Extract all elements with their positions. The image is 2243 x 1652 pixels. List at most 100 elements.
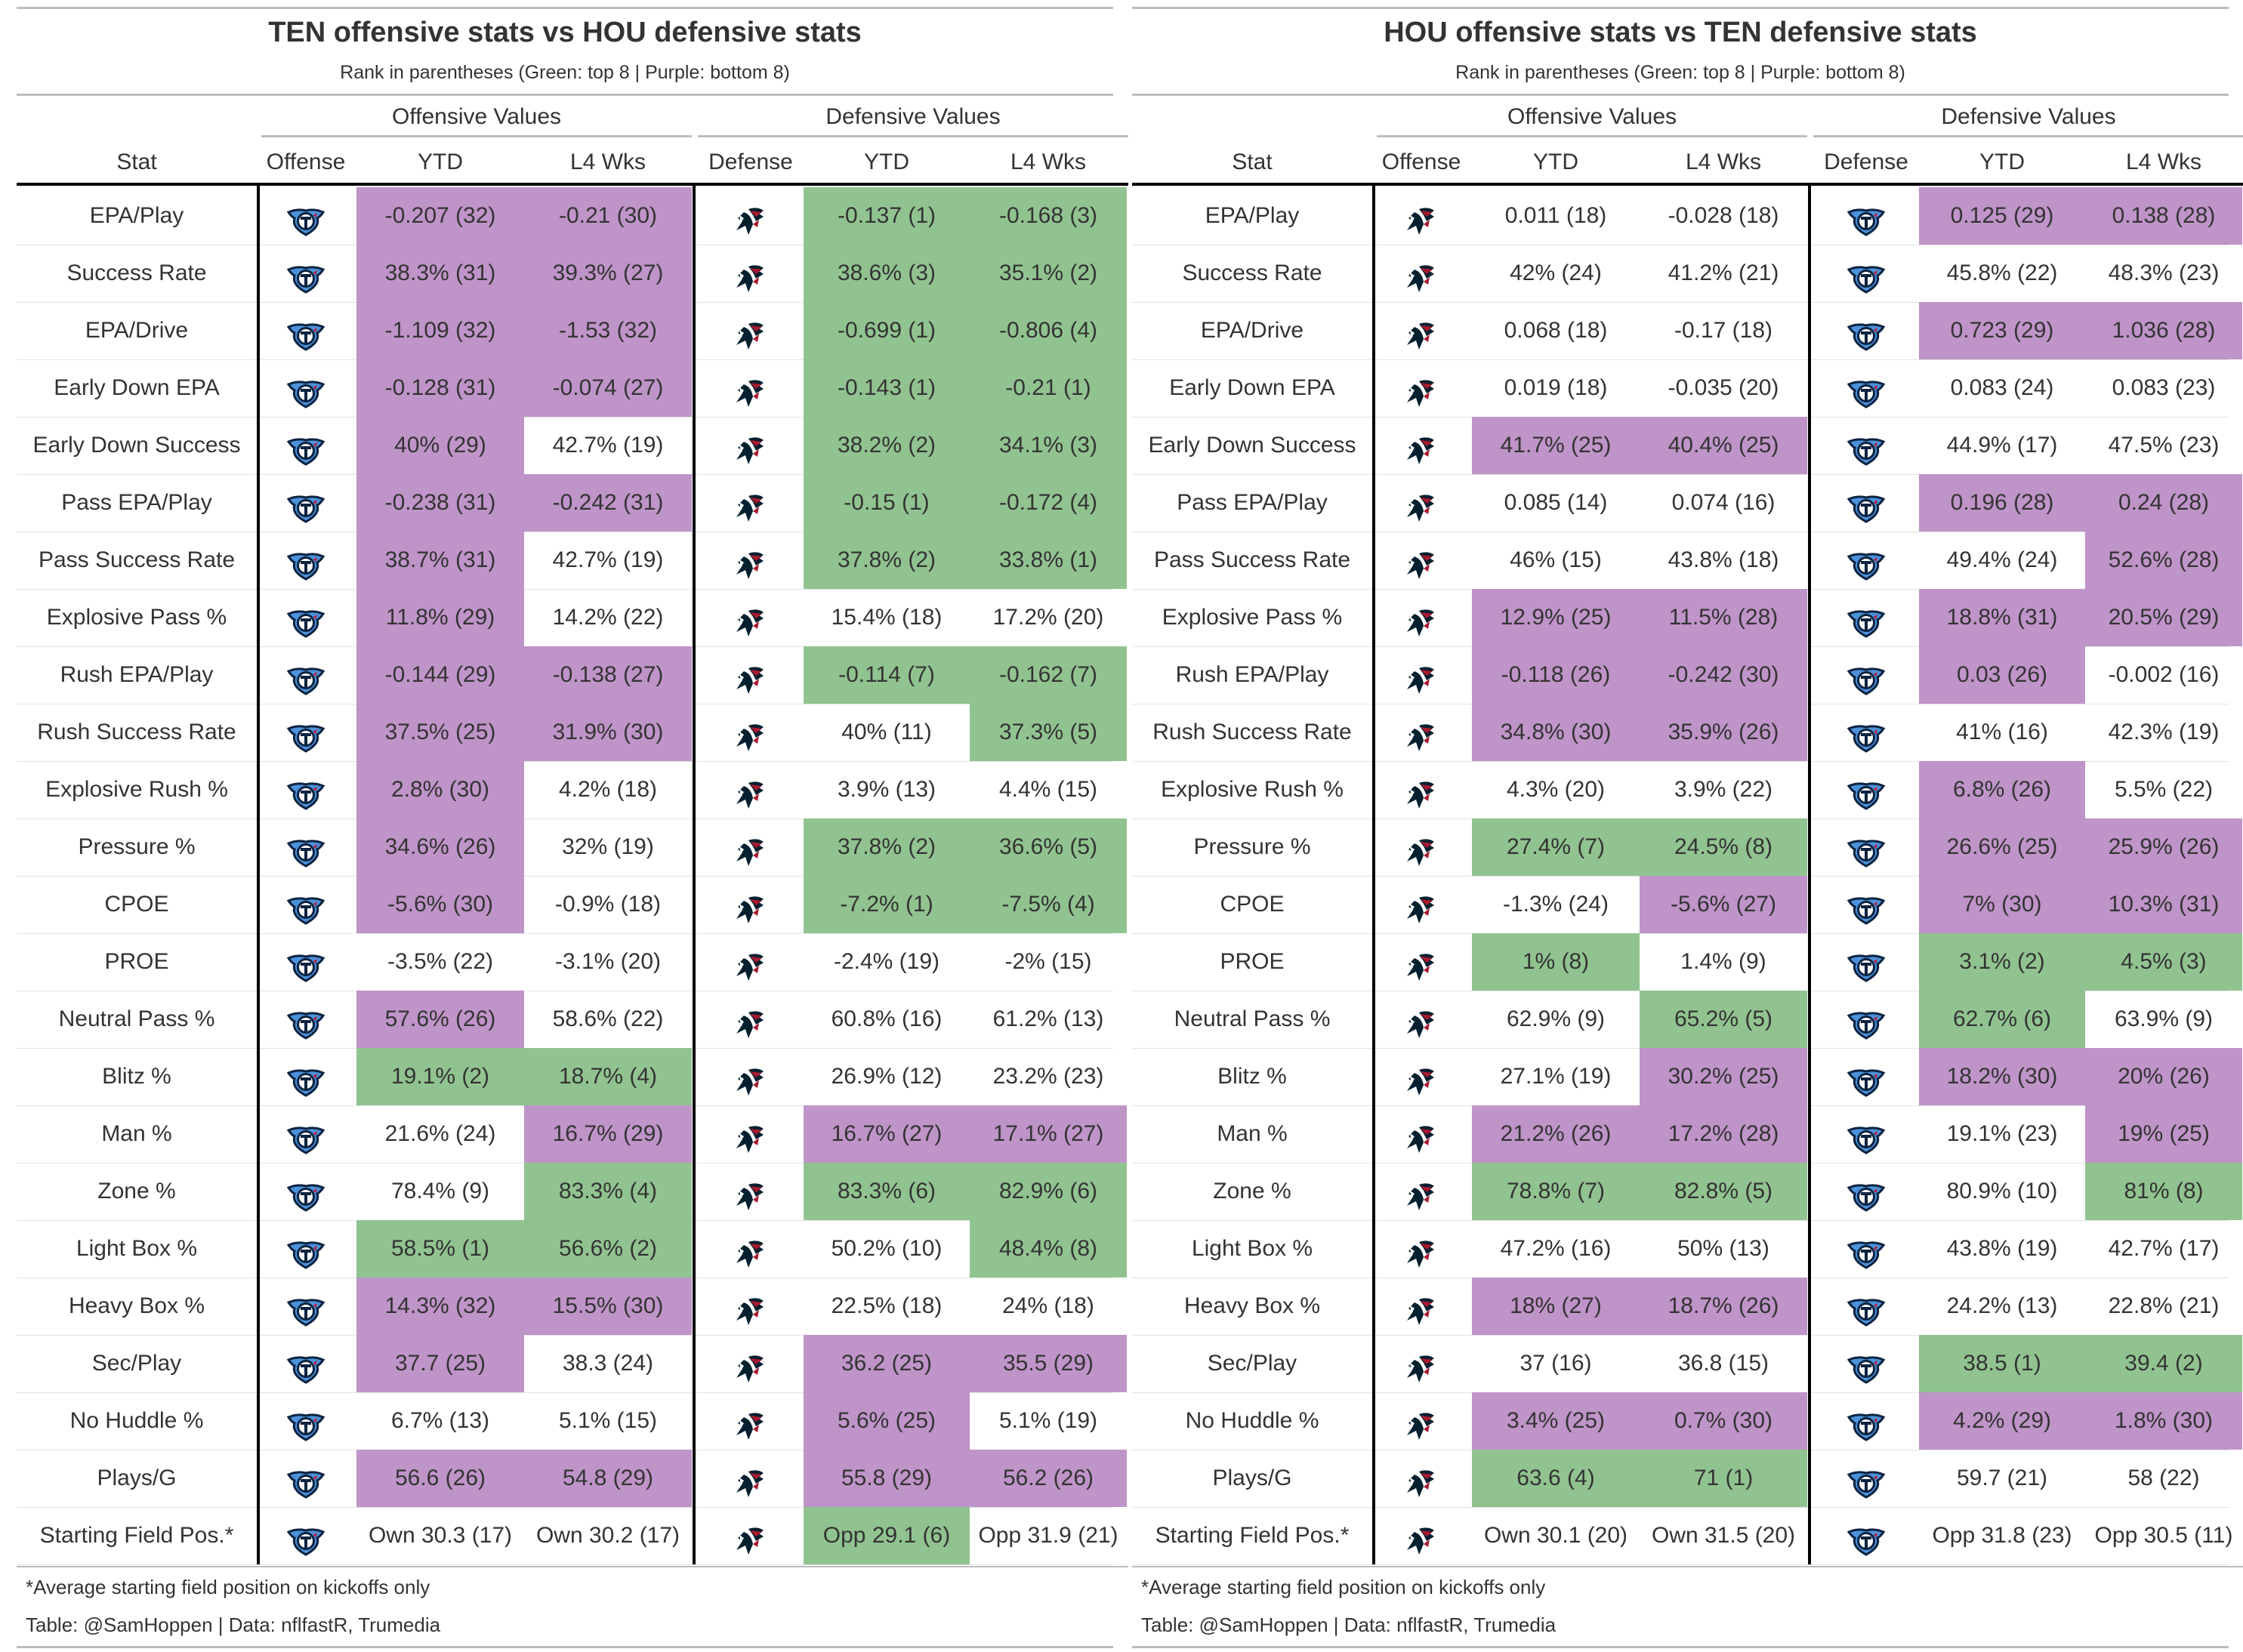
texans-logo-icon	[1402, 1062, 1437, 1119]
defense-team-cell	[698, 187, 804, 245]
offense-team-cell	[261, 818, 350, 876]
titans-logo-icon	[286, 545, 325, 603]
offense-ytd-value: -0.128 (31)	[356, 359, 524, 417]
defense-team-cell	[1813, 876, 1919, 933]
defense-team-cell	[698, 1507, 804, 1564]
stat-label: Zone %	[97, 1179, 176, 1204]
texans-logo-icon	[1402, 775, 1437, 832]
stat-label: Starting Field Pos.*	[1155, 1523, 1350, 1548]
defense-l4-value: 0.24 (28)	[2085, 474, 2242, 532]
titans-logo-icon	[286, 1062, 325, 1119]
offense-ytd-value: -1.109 (32)	[356, 302, 524, 359]
defense-ytd-value: 6.8% (26)	[1919, 761, 2085, 818]
defense-team-cell	[1813, 761, 1919, 818]
texans-logo-icon	[732, 1521, 767, 1578]
table-row: Pressure % 27.4% (7) 24.5% (8) 26.6% (25) 25…	[1132, 818, 2242, 877]
defense-team-cell	[1813, 1105, 1919, 1163]
defense-l4-value: 48.4% (8)	[970, 1220, 1127, 1278]
table-row: Rush EPA/Play -0.118 (26) -0.242 (30) 0.03 …	[1132, 646, 2229, 704]
texans-logo-icon	[732, 430, 767, 488]
defense-ytd-value: 80.9% (10)	[1946, 1179, 2058, 1204]
defense-team-cell	[1813, 818, 1919, 876]
bottom-rule	[17, 1646, 1113, 1648]
defense-ytd-value: 36.2 (25)	[804, 1335, 970, 1392]
defense-l4-value: -2% (15)	[1004, 949, 1092, 974]
offense-l4-value: -0.21 (30)	[524, 187, 692, 245]
offense-l4-value: 0.074 (16)	[1671, 490, 1776, 515]
defense-team-cell	[1813, 1048, 1919, 1105]
stat-label: EPA/Drive	[1200, 318, 1304, 343]
titans-logo-icon	[1847, 1521, 1886, 1578]
stat-label: Heavy Box %	[68, 1293, 205, 1318]
defense-ytd-value: 43.8% (19)	[1946, 1236, 2058, 1261]
titans-logo-icon	[1847, 1348, 1886, 1406]
texans-logo-icon	[1402, 1406, 1437, 1463]
defense-team-cell	[698, 876, 804, 933]
offense-l4-value: 14.2% (22)	[552, 605, 664, 630]
stat-label: Early Down Success	[1148, 433, 1356, 458]
defense-ytd-value: -0.143 (1)	[804, 359, 970, 417]
offense-ytd-value: Own 30.1 (20)	[1483, 1523, 1628, 1548]
header-rule	[1132, 183, 2243, 186]
offense-team-cell	[1377, 876, 1466, 933]
header-defense-ytd: YTD	[864, 149, 909, 174]
defense-team-cell	[698, 1335, 804, 1392]
header-offense-l4: L4 Wks	[569, 149, 646, 174]
offense-team-cell	[1377, 933, 1466, 991]
offense-team-cell	[261, 245, 350, 302]
texans-logo-icon	[1402, 947, 1437, 1004]
defense-ytd-value: Opp 29.1 (6)	[804, 1507, 970, 1564]
defense-team-cell	[698, 359, 804, 417]
table-row: Light Box % 47.2% (16) 50% (13) 43.8% (19) 4…	[1132, 1220, 2229, 1278]
title-rule	[17, 94, 1113, 96]
defense-team-cell	[1813, 1335, 1919, 1392]
titans-logo-icon	[1847, 1004, 1886, 1062]
offense-team-cell	[261, 933, 350, 991]
header-offense-l4: L4 Wks	[1685, 149, 1762, 174]
defense-team-cell	[1813, 474, 1919, 532]
offense-ytd-value: 78.8% (7)	[1472, 1163, 1640, 1220]
defense-ytd-value: 83.3% (6)	[804, 1163, 970, 1220]
titans-logo-icon	[286, 430, 325, 488]
defense-l4-value: 33.8% (1)	[970, 532, 1127, 589]
offense-l4-value: 40.4% (25)	[1640, 417, 1807, 474]
offense-l4-value: -0.074 (27)	[524, 359, 692, 417]
defense-l4-value: 19% (25)	[2085, 1105, 2242, 1163]
stat-label: Plays/G	[97, 1466, 177, 1490]
titans-logo-icon	[286, 1521, 325, 1578]
column-divider	[257, 183, 260, 1564]
stat-label: EPA/Drive	[85, 318, 189, 343]
table-row: Heavy Box % 18% (27) 18.7% (26) 24.2% (13) 2…	[1132, 1278, 2229, 1336]
texans-logo-icon	[1402, 603, 1437, 660]
offense-team-cell	[261, 1220, 350, 1278]
source-credit: Table: @SamHoppen | Data: nflfastR, Trum…	[1141, 1613, 1557, 1636]
table-title: TEN offensive stats vs HOU defensive sta…	[268, 17, 862, 48]
offense-ytd-value: 21.6% (24)	[384, 1121, 496, 1146]
defense-l4-value: 20.5% (29)	[2085, 589, 2242, 646]
titans-logo-icon	[1847, 1291, 1886, 1348]
defense-team-cell	[1813, 704, 1919, 761]
stat-label: Sec/Play	[91, 1351, 182, 1376]
offense-ytd-value: 58.5% (1)	[356, 1220, 524, 1278]
offense-l4-value: 5.1% (15)	[558, 1408, 658, 1433]
titans-logo-icon	[286, 1004, 325, 1062]
table-row: PROE 1% (8) 1.4% (9) 3.1% (2) 4.5% (3)	[1132, 933, 2242, 991]
offense-ytd-value: 27.4% (7)	[1472, 818, 1640, 876]
stat-label: Pressure %	[78, 834, 196, 859]
texans-logo-icon	[732, 201, 767, 258]
stat-label: PROE	[1220, 949, 1285, 974]
offense-l4-value: -0.035 (20)	[1668, 375, 1779, 400]
offense-ytd-value: 57.6% (26)	[356, 991, 524, 1048]
offense-l4-value: -5.6% (27)	[1640, 876, 1807, 933]
texans-logo-icon	[732, 603, 767, 660]
offense-l4-value: 30.2% (25)	[1640, 1048, 1807, 1105]
offense-team-cell	[261, 187, 350, 245]
offense-l4-value: 83.3% (4)	[524, 1163, 692, 1220]
offense-ytd-value: 27.1% (19)	[1500, 1064, 1612, 1089]
titans-logo-icon	[286, 947, 325, 1004]
offense-l4-value: 15.5% (30)	[524, 1278, 692, 1335]
offense-team-cell	[1377, 1335, 1466, 1392]
stat-label: Sec/Play	[1207, 1351, 1297, 1376]
texans-logo-icon	[1402, 373, 1437, 430]
defense-l4-value: 42.7% (17)	[2108, 1236, 2220, 1261]
